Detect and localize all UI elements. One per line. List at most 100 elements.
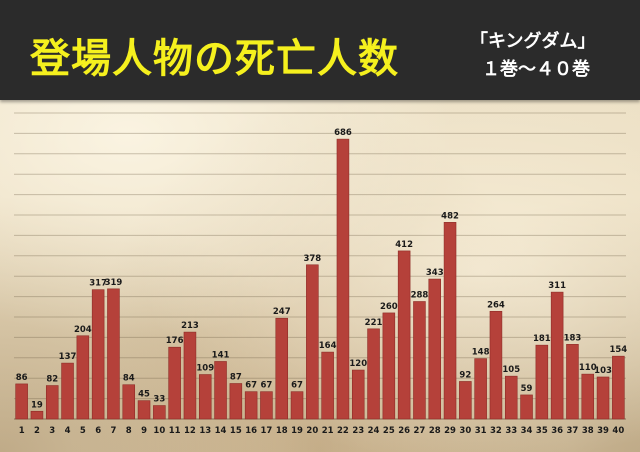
- bar-volume-32: [489, 310, 503, 420]
- bar-volume-13: [198, 374, 212, 420]
- x-tick-label-24: 24: [368, 426, 380, 436]
- x-tick-label-22: 22: [337, 426, 349, 436]
- x-tick-label-15: 15: [230, 426, 242, 436]
- data-label-5: 204: [74, 325, 92, 335]
- data-label-22: 686: [334, 128, 352, 138]
- data-label-4: 137: [59, 352, 77, 362]
- bar-volume-17: [260, 391, 273, 420]
- x-tick-label-12: 12: [184, 426, 196, 436]
- data-label-23: 120: [349, 359, 367, 369]
- x-tick-label-25: 25: [383, 426, 395, 436]
- bar-volume-39: [596, 376, 610, 420]
- x-tick-label-19: 19: [291, 426, 303, 436]
- title-banner: 登場人物の死亡人数 「キングダム」 １巻～４０巻: [0, 0, 640, 100]
- data-label-20: 378: [303, 254, 321, 264]
- data-label-25: 260: [380, 302, 398, 312]
- data-label-24: 221: [365, 318, 383, 328]
- x-tick-label-8: 8: [126, 426, 132, 436]
- data-label-36: 311: [548, 281, 566, 291]
- x-tick-label-37: 37: [567, 426, 579, 436]
- chart-subtitle: 「キングダム」 １巻～４０巻: [470, 28, 620, 84]
- data-label-11: 176: [166, 336, 184, 346]
- bar-volume-30: [459, 381, 472, 420]
- bar-volume-11: [168, 346, 181, 420]
- x-tick-label-5: 5: [80, 426, 86, 436]
- x-tick-label-21: 21: [322, 426, 334, 436]
- data-label-19: 67: [291, 381, 303, 391]
- x-tick-label-1: 1: [19, 426, 25, 436]
- bar-volume-2: [30, 410, 44, 420]
- bar-volume-7: [107, 288, 120, 420]
- x-tick-label-30: 30: [459, 426, 471, 436]
- x-tick-label-36: 36: [551, 426, 563, 436]
- data-label-18: 247: [273, 307, 291, 317]
- bar-volume-38: [581, 373, 595, 420]
- data-label-8: 84: [123, 374, 135, 384]
- bar-volume-22: [336, 138, 350, 420]
- x-tick-label-38: 38: [582, 426, 594, 436]
- bar-volume-20: [306, 264, 319, 420]
- data-label-21: 164: [319, 341, 337, 351]
- data-label-35: 181: [533, 334, 551, 344]
- x-tick-label-9: 9: [141, 426, 147, 436]
- x-tick-label-29: 29: [444, 426, 456, 436]
- bar-volume-10: [153, 405, 166, 420]
- data-label-16: 67: [245, 381, 257, 391]
- bar-volume-8: [122, 384, 136, 420]
- bar-volume-34: [520, 394, 533, 420]
- x-tick-label-33: 33: [505, 426, 517, 436]
- x-tick-label-23: 23: [352, 426, 364, 436]
- x-tick-label-2: 2: [34, 426, 40, 436]
- x-tick-label-32: 32: [490, 426, 502, 436]
- bar-volume-40: [612, 355, 625, 420]
- x-tick-label-4: 4: [65, 426, 71, 436]
- data-label-39: 103: [594, 366, 612, 376]
- data-label-13: 109: [196, 364, 214, 374]
- data-label-6: 317: [89, 279, 107, 289]
- bar-volume-26: [397, 250, 411, 420]
- data-label-31: 148: [472, 348, 490, 358]
- data-label-2: 19: [31, 400, 43, 410]
- data-label-40: 154: [609, 345, 627, 355]
- data-label-32: 264: [487, 300, 505, 310]
- x-tick-label-31: 31: [475, 426, 487, 436]
- bar-volume-28: [428, 278, 442, 420]
- bar-volume-14: [214, 361, 227, 420]
- bar-volume-16: [244, 391, 258, 420]
- x-tick-label-3: 3: [49, 426, 55, 436]
- x-tick-label-35: 35: [536, 426, 548, 436]
- x-tick-label-20: 20: [306, 426, 318, 436]
- bar-volume-31: [474, 358, 487, 420]
- data-label-10: 33: [153, 395, 165, 405]
- bar-volume-29: [443, 222, 457, 420]
- bar-volume-37: [566, 344, 579, 420]
- x-tick-label-10: 10: [153, 426, 165, 436]
- x-tick-label-11: 11: [169, 426, 181, 436]
- x-tick-label-13: 13: [199, 426, 211, 436]
- data-label-15: 87: [230, 373, 242, 383]
- chart-title: 登場人物の死亡人数: [30, 36, 399, 82]
- bar-volume-6: [91, 289, 105, 420]
- bar-volume-35: [535, 344, 549, 420]
- data-label-12: 213: [181, 321, 199, 331]
- x-tick-label-16: 16: [245, 426, 257, 436]
- bar-volume-33: [504, 375, 518, 420]
- subtitle-line-1: 「キングダム」: [470, 31, 596, 52]
- data-label-38: 110: [579, 363, 597, 373]
- bar-volume-21: [321, 351, 334, 420]
- x-tick-label-6: 6: [95, 426, 101, 436]
- x-tick-label-26: 26: [398, 426, 410, 436]
- data-label-37: 183: [564, 333, 582, 343]
- bar-volume-3: [45, 385, 59, 420]
- subtitle-line-2: １巻～４０巻: [482, 59, 590, 80]
- x-tick-label-14: 14: [215, 426, 227, 436]
- data-label-1: 86: [16, 373, 28, 383]
- data-label-17: 67: [261, 381, 273, 391]
- x-tick-label-7: 7: [110, 426, 116, 436]
- data-label-14: 141: [212, 350, 230, 360]
- x-tick-label-39: 39: [597, 426, 609, 436]
- x-tick-label-17: 17: [261, 426, 273, 436]
- bar-volume-19: [290, 391, 304, 420]
- x-tick-label-28: 28: [429, 426, 441, 436]
